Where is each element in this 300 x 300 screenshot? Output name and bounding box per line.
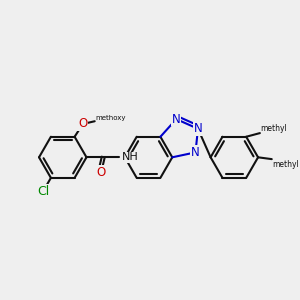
Text: methyl: methyl xyxy=(260,124,287,133)
Text: NH: NH xyxy=(122,152,138,162)
Text: N: N xyxy=(191,146,200,159)
Text: N: N xyxy=(172,112,181,126)
Text: methyl: methyl xyxy=(272,160,299,169)
Text: methoxy: methoxy xyxy=(95,115,126,121)
Text: O: O xyxy=(97,166,106,179)
Text: N: N xyxy=(194,122,202,135)
Text: Cl: Cl xyxy=(37,185,49,198)
Text: O: O xyxy=(78,118,88,130)
